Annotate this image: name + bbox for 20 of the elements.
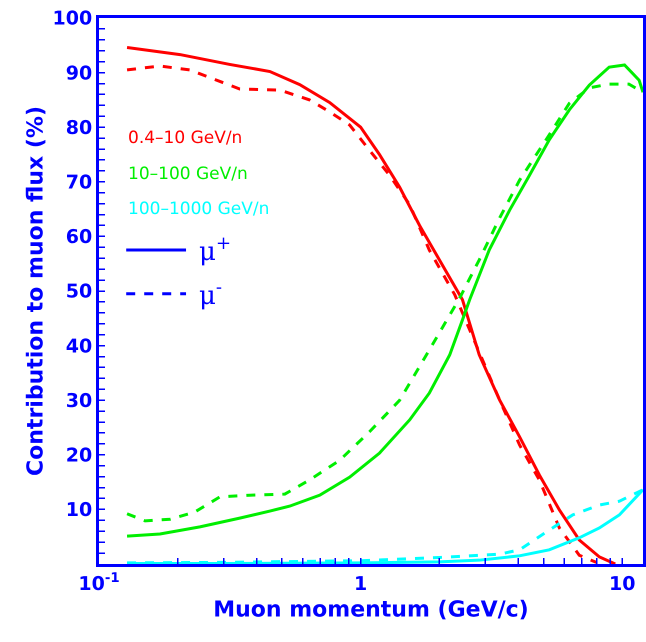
y-tick-label: 50	[66, 280, 92, 303]
annotation: μ$^{+}$	[199, 233, 232, 267]
y-tick-label: 30	[66, 390, 92, 412]
y-tick-label: 20	[66, 444, 92, 466]
annotation: μ$^{-}$	[199, 277, 222, 311]
x-tick-label: 10	[609, 572, 636, 595]
x-tick-label: 1	[354, 572, 368, 595]
x-tick-label: 10$^{-1}$	[78, 570, 120, 595]
y-tick-label: 40	[66, 335, 92, 358]
text: 0.4–10 GeV/n	[128, 128, 242, 148]
y-tick-label: 90	[66, 62, 92, 84]
text: 100–1000 GeV/n	[128, 199, 270, 219]
x-axis-title: Muon momentum (GeV/c)	[213, 598, 529, 623]
y-tick-label: 80	[66, 116, 92, 139]
y-axis-title: Contribution to muon flux (%)	[23, 106, 48, 476]
y-tick-label: 70	[66, 171, 92, 194]
y-tick-label: 60	[66, 226, 92, 248]
y-tick-label: 10	[66, 499, 92, 522]
y-tick-label: 100	[52, 8, 92, 30]
text: 10–100 GeV/n	[128, 164, 248, 184]
